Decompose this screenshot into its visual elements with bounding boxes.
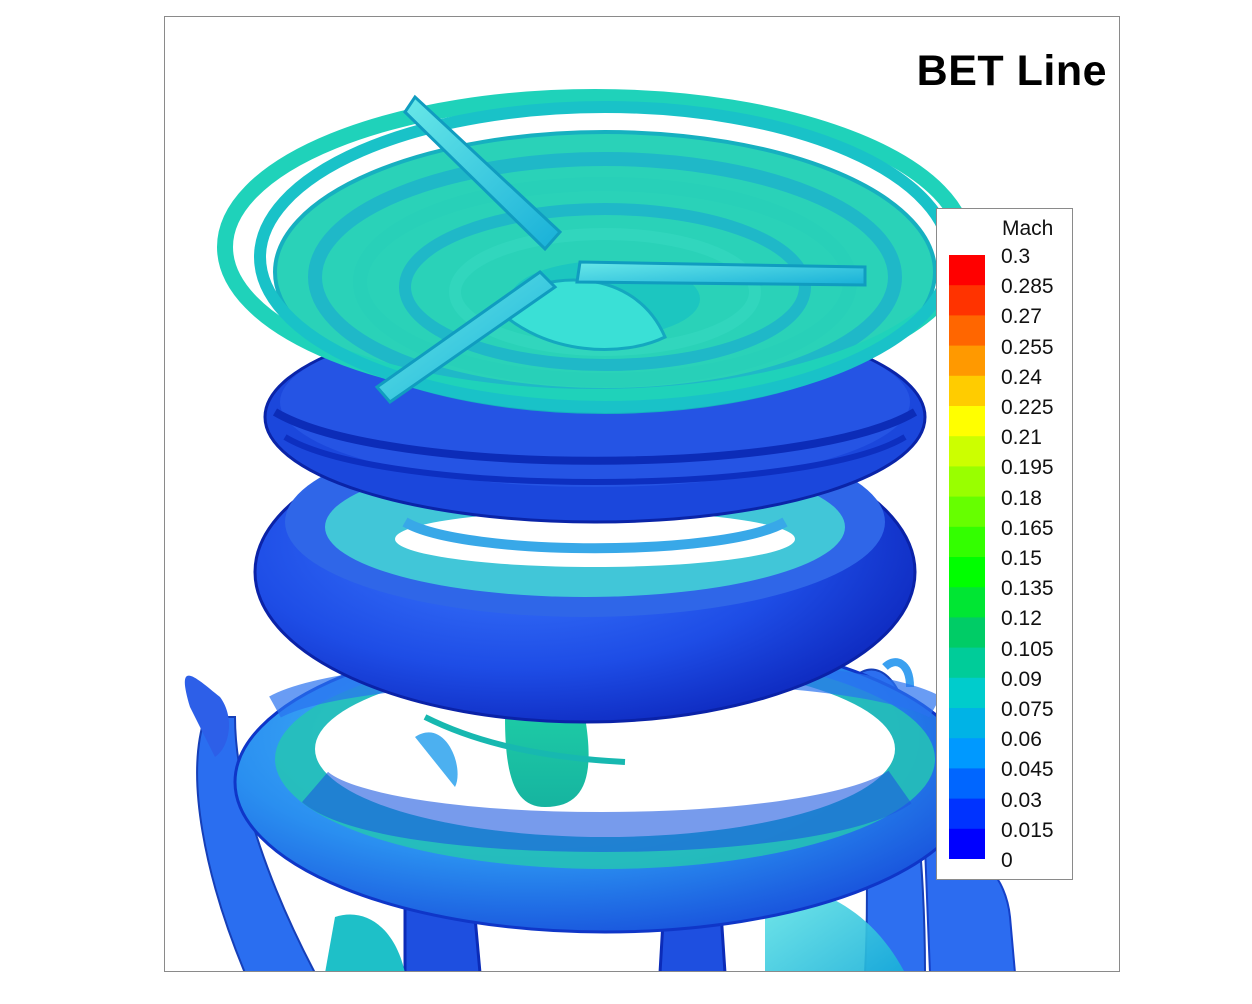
legend-tick-label: 0.06 (1001, 728, 1042, 752)
legend-tick-label: 0.135 (1001, 577, 1054, 601)
rotor-blades (374, 94, 867, 405)
lower-vortex-ring (233, 630, 977, 934)
legend-tick-label: 0.285 (1001, 275, 1054, 299)
legend-tick-label: 0.015 (1001, 818, 1054, 842)
legend-color-swatch (949, 315, 985, 347)
legend-color-swatch (949, 708, 985, 739)
legend-tick-label: 0.18 (1001, 486, 1042, 510)
legend-tick-label: 0.09 (1001, 667, 1042, 691)
legend-tick-label: 0.075 (1001, 698, 1054, 721)
legend-color-swatch (949, 798, 985, 830)
legend-color-swatch (949, 587, 985, 618)
legend-color-swatch (949, 345, 985, 377)
legend-tick-label: 0.27 (1001, 305, 1042, 329)
legend-title: Mach (1002, 217, 1054, 240)
legend-tick-label: 0.255 (1001, 335, 1054, 359)
legend-color-swatch (949, 557, 985, 588)
legend-tick-label: 0 (1001, 849, 1013, 872)
legend-color-swatch (949, 617, 985, 649)
legend-tick-label: 0.3 (1001, 245, 1031, 268)
legend-tick-label: 0.03 (1001, 788, 1042, 812)
legend-tick-label: 0.24 (1001, 365, 1042, 389)
isosurface-render (184, 89, 1016, 971)
legend-color-swatch (949, 406, 985, 437)
legend-tick-label: 0.165 (1001, 516, 1054, 540)
mach-legend: Mach 0.3 0.285 0.27 0.255 0.24 0.225 0.21 0.195… (936, 208, 1073, 880)
legend-tick-label: 0.21 (1001, 426, 1042, 450)
legend-tick-label: 0.195 (1001, 456, 1054, 480)
plot-frame: BET Line Mach 0.3 0.285 0.27 0.255 0.24 0.225… (164, 16, 1120, 972)
legend-tick-label: 0.225 (1001, 396, 1054, 419)
legend-tick-label: 0.15 (1001, 547, 1042, 570)
legend-color-swatch (949, 526, 985, 558)
legend-color-swatch (949, 647, 985, 679)
plot-title: BET Line (916, 47, 1107, 95)
legend-color-swatch (949, 285, 985, 316)
legend-color-swatch (949, 436, 985, 467)
legend-color-swatch (949, 375, 985, 407)
legend-tick-label: 0.105 (1001, 637, 1054, 661)
legend-color-swatch (949, 496, 985, 528)
legend-color-swatch (949, 828, 985, 859)
legend-tick-label: 0.12 (1001, 607, 1042, 631)
legend-color-swatch (949, 768, 985, 800)
legend-color-swatch (949, 255, 985, 286)
legend-color-swatch (949, 677, 985, 709)
legend-colorbar (949, 255, 985, 859)
legend-color-swatch (949, 466, 985, 498)
legend-tick-label: 0.045 (1001, 758, 1054, 782)
legend-color-swatch (949, 738, 985, 769)
